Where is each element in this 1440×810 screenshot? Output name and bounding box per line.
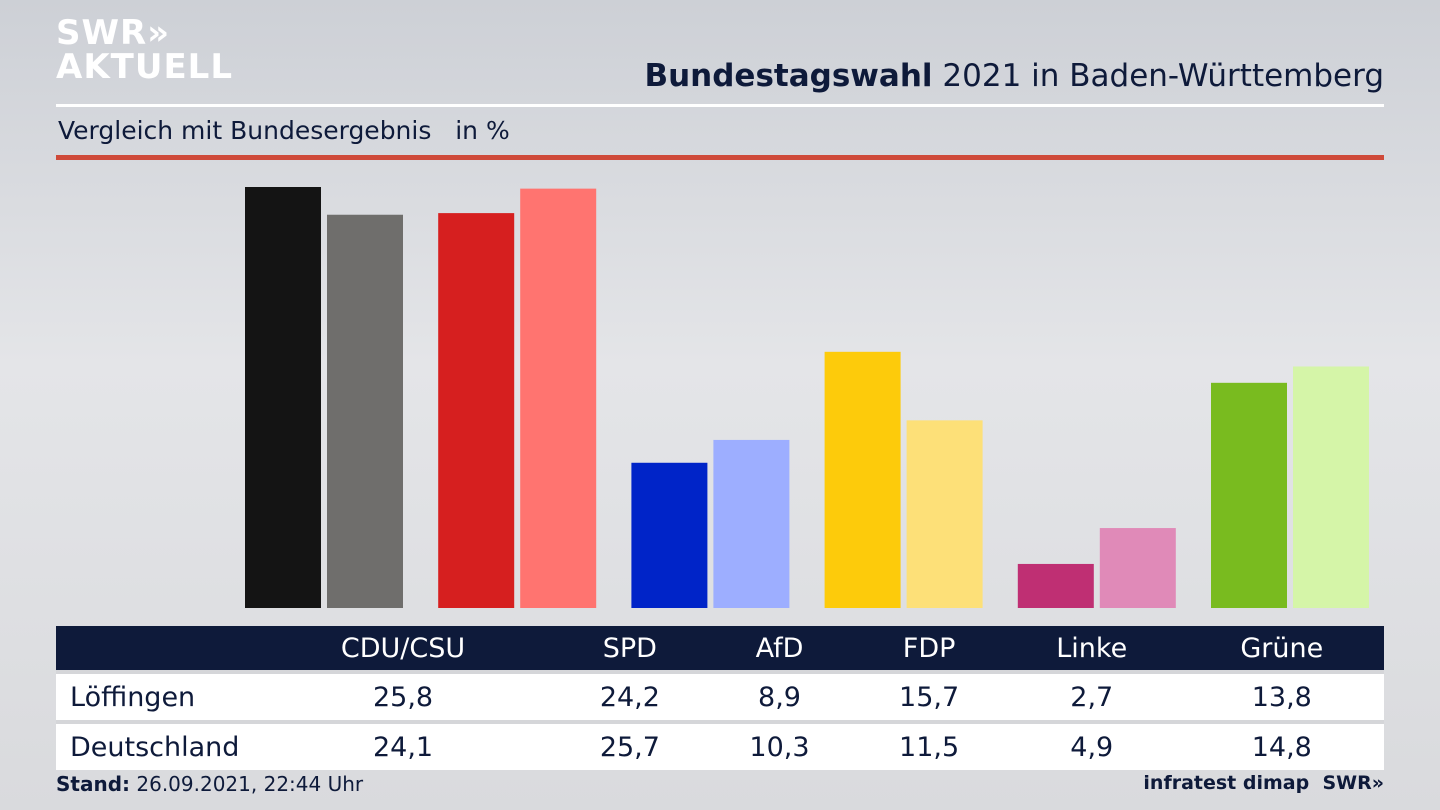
source: infratest dimap SWR» [1143, 772, 1384, 794]
accent-divider [56, 155, 1384, 160]
column-header: CDU/CSU [251, 626, 556, 670]
value-cell: 24,1 [251, 720, 556, 770]
timestamp: Stand: 26.09.2021, 22:44 Uhr [56, 772, 363, 796]
value-cell: 24,2 [555, 670, 705, 720]
title-bold: Bundestagswahl [644, 58, 933, 94]
table-row: Löffingen 25,8 24,2 8,9 15,7 2,7 13,8 [56, 670, 1384, 720]
logo-line2: AKTUELL [56, 47, 234, 87]
results-table: CDU/CSU SPD AfD FDP Linke Grüne Löffingen 25,8… [56, 626, 1384, 770]
bar-spd-löffingen [438, 213, 515, 608]
subtitle: Vergleich mit Bundesergebnis in % [58, 116, 510, 145]
swr-aktuell-logo: SWR» AKTUELL [56, 16, 233, 84]
stand-label: Stand: [56, 772, 131, 796]
column-header: Linke [1003, 626, 1180, 670]
column-header: AfD [704, 626, 855, 670]
bar-linke-deutschland [1099, 528, 1176, 608]
bar-fdp-löffingen [824, 351, 901, 608]
value-cell: 2,7 [1003, 670, 1180, 720]
page-title: Bundestagswahl 2021 in Baden-Württemberg [644, 58, 1384, 94]
table-row: Deutschland 24,1 25,7 10,3 11,5 4,9 14,8 [56, 720, 1384, 770]
value-cell: 8,9 [704, 670, 855, 720]
bar-afd-löffingen [631, 462, 708, 608]
value-cell: 11,5 [854, 720, 1004, 770]
value-cell: 4,9 [1003, 720, 1180, 770]
bar-fdp-deutschland [906, 420, 983, 608]
column-header: Grüne [1179, 626, 1384, 670]
column-header: SPD [555, 626, 705, 670]
value-cell: 14,8 [1179, 720, 1384, 770]
value-cell: 10,3 [704, 720, 855, 770]
row-label: Löffingen [56, 670, 251, 720]
bar-cducsu-löffingen [245, 187, 321, 608]
bar-chart [245, 187, 1369, 609]
bar-spd-deutschland [520, 188, 597, 608]
header-empty [56, 626, 251, 670]
logo-line1: SWR» [56, 13, 171, 53]
value-cell: 25,7 [555, 720, 705, 770]
value-cell: 25,8 [251, 670, 556, 720]
bar-grüne-löffingen [1211, 382, 1287, 608]
column-header: FDP [854, 626, 1004, 670]
table-header: CDU/CSU SPD AfD FDP Linke Grüne [56, 626, 1384, 670]
row-label: Deutschland [56, 720, 251, 770]
divider [56, 104, 1384, 107]
title-rest: 2021 in Baden-Württemberg [932, 58, 1384, 94]
value-cell: 13,8 [1179, 670, 1384, 720]
bar-cducsu-deutschland [327, 214, 403, 609]
stand-value: 26.09.2021, 22:44 Uhr [130, 772, 364, 796]
bar-linke-löffingen [1017, 563, 1094, 608]
bar-grüne-deutschland [1293, 366, 1369, 608]
bar-afd-deutschland [713, 439, 790, 608]
value-cell: 15,7 [854, 670, 1004, 720]
